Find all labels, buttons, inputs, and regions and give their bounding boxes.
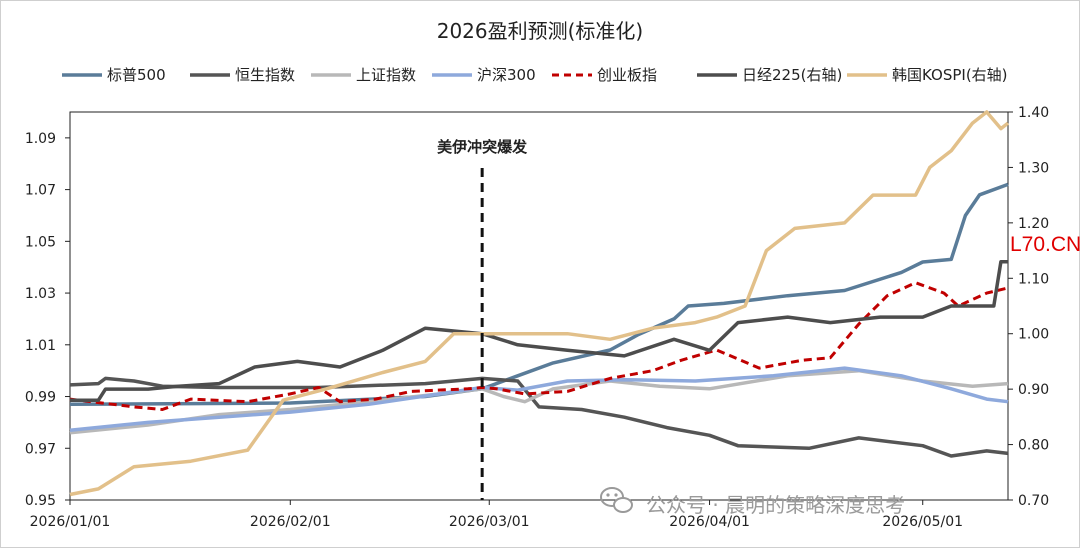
y-left-tick-label: 1.05 [25, 234, 56, 250]
y-left-tick-label: 0.95 [25, 493, 56, 509]
plot-border [69, 111, 1009, 501]
series-line-5 [70, 259, 1008, 402]
series-layer [69, 110, 1010, 497]
legend-label-2: 上证指数 [356, 66, 416, 84]
series-line-3 [69, 366, 1009, 432]
chart-title: 2026盈利预测(标准化) [437, 19, 644, 43]
series-line-4 [69, 281, 1009, 411]
y-right-tick-label: 0.80 [1018, 438, 1049, 454]
y-left-tick-label: 1.09 [25, 131, 56, 147]
x-tick-label: 2026/02/01 [250, 514, 331, 530]
y-left-tick-label: 0.97 [25, 441, 56, 457]
legend-label-5: 日经225(右轴) [742, 66, 842, 84]
legend-label-3: 沪深300 [477, 66, 536, 84]
axes-layer: 0.95 0.97 0.99 1.01 1.03 1.05 1.07 1.09 0.70 0.80… [25, 105, 1049, 530]
legend-label-4: 创业板指 [597, 66, 657, 84]
y-right-tick-label: 0.70 [1018, 493, 1049, 509]
watermark: 公众号 · 晨明的策略深度思考 [600, 487, 905, 517]
legend: 标普500 恒生指数 上证指数 沪深300 创业板指 日经225(右轴) 韩国KOSPI(右… [62, 66, 1008, 84]
y-right-tick-label: 1.40 [1018, 105, 1049, 121]
y-left-tick-label: 0.99 [25, 390, 56, 406]
y-right-tick-label: 0.90 [1018, 382, 1049, 398]
y-left-tick-label: 1.03 [25, 286, 56, 302]
series-line-6 [69, 110, 1010, 497]
watermark-text: 公众号 · 晨明的策略深度思考 [646, 493, 905, 517]
wechat-icon [600, 487, 633, 513]
legend-label-6: 韩国KOSPI(右轴) [892, 66, 1008, 84]
annotation-layer: 美伊冲突爆发 [437, 138, 528, 500]
x-tick-label: 2026/05/01 [882, 514, 963, 530]
y-right-tick-label: 1.10 [1018, 271, 1049, 287]
y-right-tick-label: 1.20 [1018, 216, 1049, 232]
event-label: 美伊冲突爆发 [437, 138, 528, 156]
y-right-tick-label: 1.00 [1018, 327, 1049, 343]
x-tick-label: 2026/03/01 [449, 514, 530, 530]
plot-area: 美伊冲突爆发 [69, 110, 1010, 501]
legend-label-0: 标普500 [107, 66, 166, 84]
y-left-tick-label: 1.07 [25, 183, 56, 199]
site-mark: L70.CN [1010, 233, 1080, 256]
series-line-1 [69, 376, 1009, 458]
legend-label-1: 恒生指数 [235, 66, 295, 84]
y-left-tick-label: 1.01 [25, 338, 56, 354]
x-tick-label: 2026/04/01 [669, 514, 750, 530]
x-tick-label: 2026/01/01 [30, 514, 111, 530]
y-right-tick-label: 1.30 [1018, 160, 1049, 176]
